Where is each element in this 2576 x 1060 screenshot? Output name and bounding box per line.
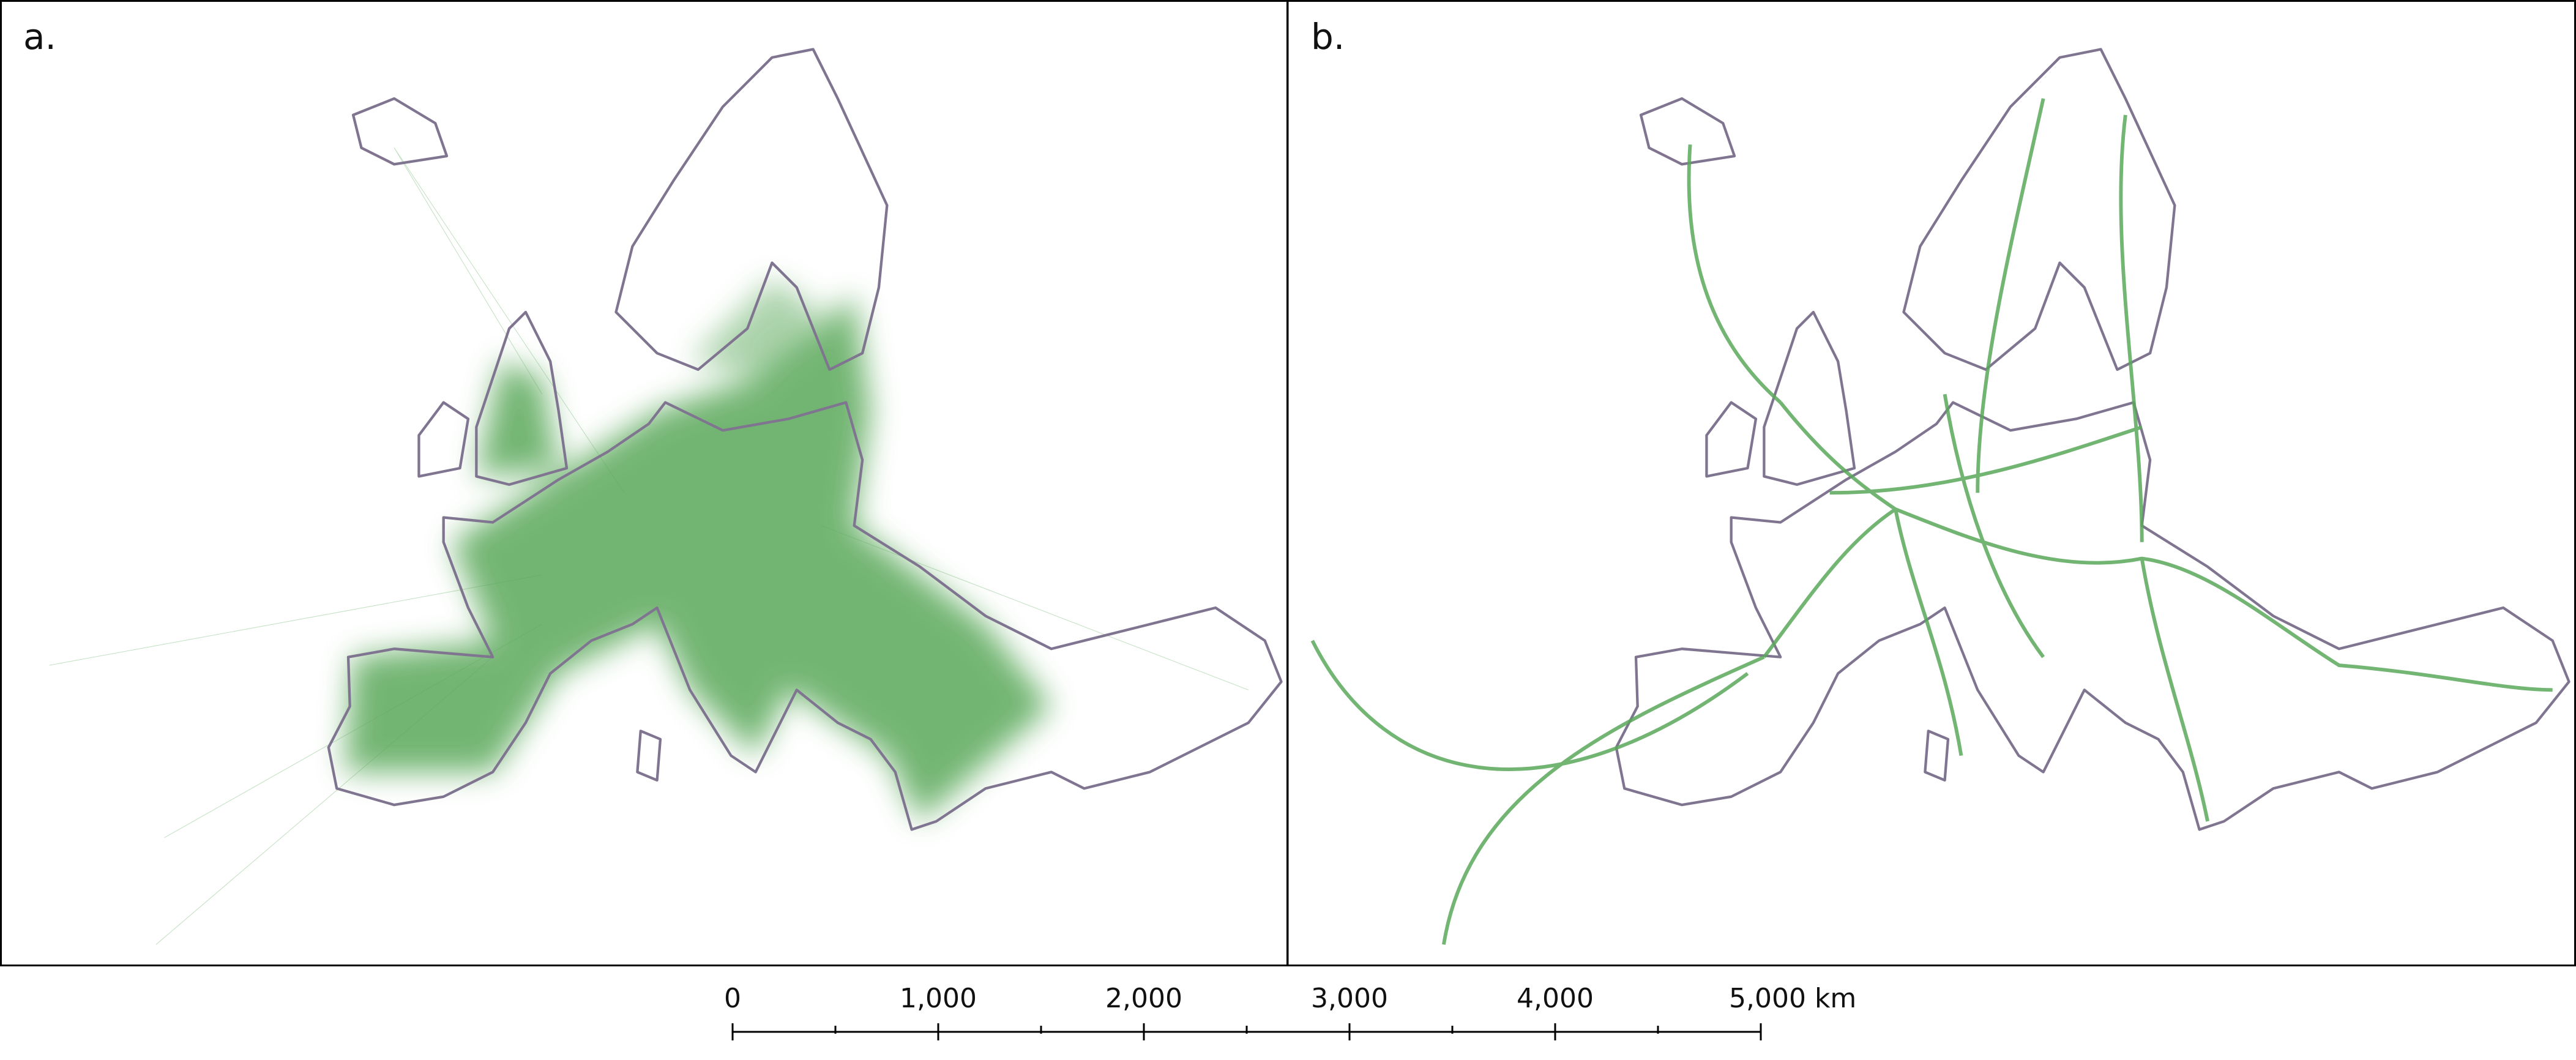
scale-label: 2,000 <box>1105 983 1182 1014</box>
panel-label: b. <box>1311 16 1345 58</box>
scale-label: 5,000 km <box>1729 983 1856 1014</box>
scale-label: 0 <box>724 983 741 1014</box>
flow-density <box>345 279 1051 821</box>
bundled-flows <box>1310 98 2553 945</box>
panel-a <box>0 0 1288 966</box>
scale-bar: 0 1,000 2,000 3,000 4,000 5,000 km <box>724 983 1856 1040</box>
scale-label: 1,000 <box>900 983 977 1014</box>
panel-label: a. <box>23 16 56 58</box>
map <box>49 50 1282 945</box>
panel-frame <box>1286 0 2576 966</box>
panel-b <box>1286 0 2576 966</box>
flow-lines <box>49 147 1249 945</box>
map <box>1310 50 2569 945</box>
scale-label: 4,000 <box>1517 983 1594 1014</box>
scale-label: 3,000 <box>1311 983 1388 1014</box>
